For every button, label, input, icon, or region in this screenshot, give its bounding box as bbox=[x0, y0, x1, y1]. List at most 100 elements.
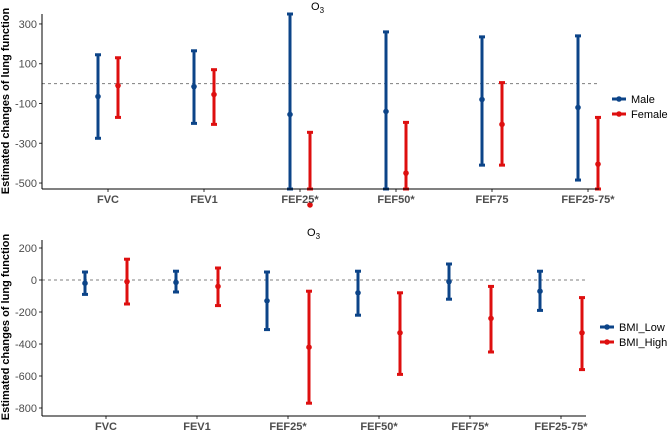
legend-swatch-dot bbox=[616, 111, 622, 117]
x-category-label: FEF50* bbox=[377, 194, 415, 206]
point-estimate bbox=[124, 278, 130, 285]
error-bars bbox=[82, 257, 585, 405]
panel-bmi: O3 Estimated changes of lung function 20… bbox=[0, 227, 667, 432]
x-category-label: FEV1 bbox=[190, 194, 218, 206]
point-estimate bbox=[82, 280, 88, 287]
error-bar bbox=[499, 81, 505, 167]
point-estimate bbox=[215, 283, 221, 290]
point-estimate bbox=[307, 202, 313, 208]
error-bar bbox=[287, 12, 293, 191]
y-tick-label: 200 bbox=[19, 243, 37, 255]
y-tick-label: -800 bbox=[15, 403, 37, 415]
point-estimate bbox=[355, 290, 361, 296]
legend-label: BMI_Low bbox=[619, 322, 665, 334]
error-bar bbox=[403, 120, 409, 191]
error-bar bbox=[537, 269, 543, 312]
legend: BMI_Low BMI_High bbox=[600, 322, 667, 349]
error-bars bbox=[95, 12, 601, 208]
y-ticks: 300 100 -100 -300 -500 bbox=[15, 19, 42, 190]
error-bar bbox=[579, 296, 585, 372]
error-bar bbox=[95, 53, 101, 140]
x-category-label: FEF25-75* bbox=[561, 194, 615, 206]
y-tick-label: -600 bbox=[15, 371, 37, 383]
point-estimate bbox=[264, 298, 270, 304]
x-category-label: FEF75* bbox=[451, 421, 489, 432]
point-estimate bbox=[488, 315, 494, 322]
error-bar bbox=[306, 289, 312, 405]
y-tick-label: -100 bbox=[15, 98, 37, 110]
error-bar bbox=[191, 49, 197, 125]
error-bar bbox=[383, 30, 389, 191]
legend-item: Female bbox=[612, 109, 668, 121]
x-category-label: FEF25-75* bbox=[534, 421, 588, 432]
x-category-label: FEF75 bbox=[475, 194, 508, 206]
point-estimate bbox=[537, 288, 543, 295]
error-bar bbox=[215, 266, 221, 308]
point-estimate bbox=[191, 83, 197, 90]
y-tick-label: -300 bbox=[15, 138, 37, 150]
y-axis-label: Estimated changes of lung function bbox=[0, 234, 12, 421]
y-tick-label: -500 bbox=[15, 178, 37, 190]
error-bar bbox=[173, 269, 179, 294]
x-category-label: FVC bbox=[97, 194, 119, 206]
error-bar bbox=[264, 270, 270, 332]
error-bar bbox=[211, 68, 217, 126]
point-estimate bbox=[397, 330, 403, 336]
legend: Male Female bbox=[612, 94, 668, 121]
panel-title: O3 bbox=[307, 227, 321, 241]
legend-item: BMI_Low bbox=[600, 322, 665, 334]
x-category-label: FEF25* bbox=[281, 194, 319, 206]
x-categories: FVC FEV1 FEF25* FEF50* FEF75* FEF25-75* bbox=[95, 416, 588, 432]
point-estimate bbox=[479, 96, 485, 103]
title-sub: 3 bbox=[316, 232, 321, 241]
point-estimate bbox=[383, 108, 389, 115]
error-bar bbox=[124, 257, 130, 306]
point-estimate bbox=[403, 170, 409, 176]
legend-label: Female bbox=[631, 109, 668, 121]
error-bar bbox=[82, 270, 88, 296]
point-estimate bbox=[579, 330, 585, 336]
point-estimate bbox=[173, 279, 179, 286]
error-bar bbox=[488, 284, 494, 354]
y-tick-label: 100 bbox=[19, 59, 37, 71]
point-estimate bbox=[95, 93, 101, 100]
y-tick-label: 300 bbox=[19, 19, 37, 31]
point-estimate bbox=[595, 161, 601, 167]
error-bar bbox=[397, 291, 403, 376]
error-bar bbox=[446, 262, 452, 301]
y-tick-label: -200 bbox=[15, 307, 37, 319]
legend-item: Male bbox=[612, 94, 655, 106]
error-bar bbox=[115, 56, 121, 119]
point-estimate bbox=[115, 82, 121, 89]
point-estimate bbox=[575, 104, 581, 111]
title-main: O bbox=[307, 227, 316, 239]
y-axis-label: Estimated changes of lung function bbox=[0, 8, 12, 195]
point-estimate bbox=[287, 111, 293, 118]
error-bar bbox=[355, 269, 361, 317]
error-bar bbox=[479, 35, 485, 167]
point-estimate bbox=[306, 344, 312, 351]
legend-item: BMI_High bbox=[600, 337, 667, 349]
axes bbox=[41, 14, 599, 190]
legend-swatch-dot bbox=[616, 96, 622, 102]
legend-swatch-dot bbox=[604, 339, 610, 345]
x-category-label: FEV1 bbox=[183, 421, 211, 432]
x-category-label: FEF25* bbox=[269, 421, 307, 432]
error-bar bbox=[575, 34, 581, 182]
panel-sex: O3 Estimated changes of lung function 30… bbox=[0, 1, 668, 208]
y-tick-label: 0 bbox=[31, 275, 37, 287]
point-estimate bbox=[499, 121, 505, 128]
axes bbox=[41, 240, 586, 417]
point-estimate bbox=[211, 91, 217, 98]
y-tick-label: -400 bbox=[15, 339, 37, 351]
y-ticks: 200 0 -200 -400 -600 -800 bbox=[15, 243, 42, 415]
x-category-label: FVC bbox=[95, 421, 117, 432]
title-main: O bbox=[311, 1, 320, 13]
point-estimate bbox=[446, 278, 452, 285]
legend-label: BMI_High bbox=[619, 337, 667, 349]
legend-swatch-dot bbox=[604, 324, 610, 330]
legend-label: Male bbox=[631, 94, 655, 106]
x-categories: FVC FEV1 FEF25* FEF50* FEF75 FEF25-75* bbox=[97, 189, 615, 206]
error-bar bbox=[595, 115, 601, 191]
